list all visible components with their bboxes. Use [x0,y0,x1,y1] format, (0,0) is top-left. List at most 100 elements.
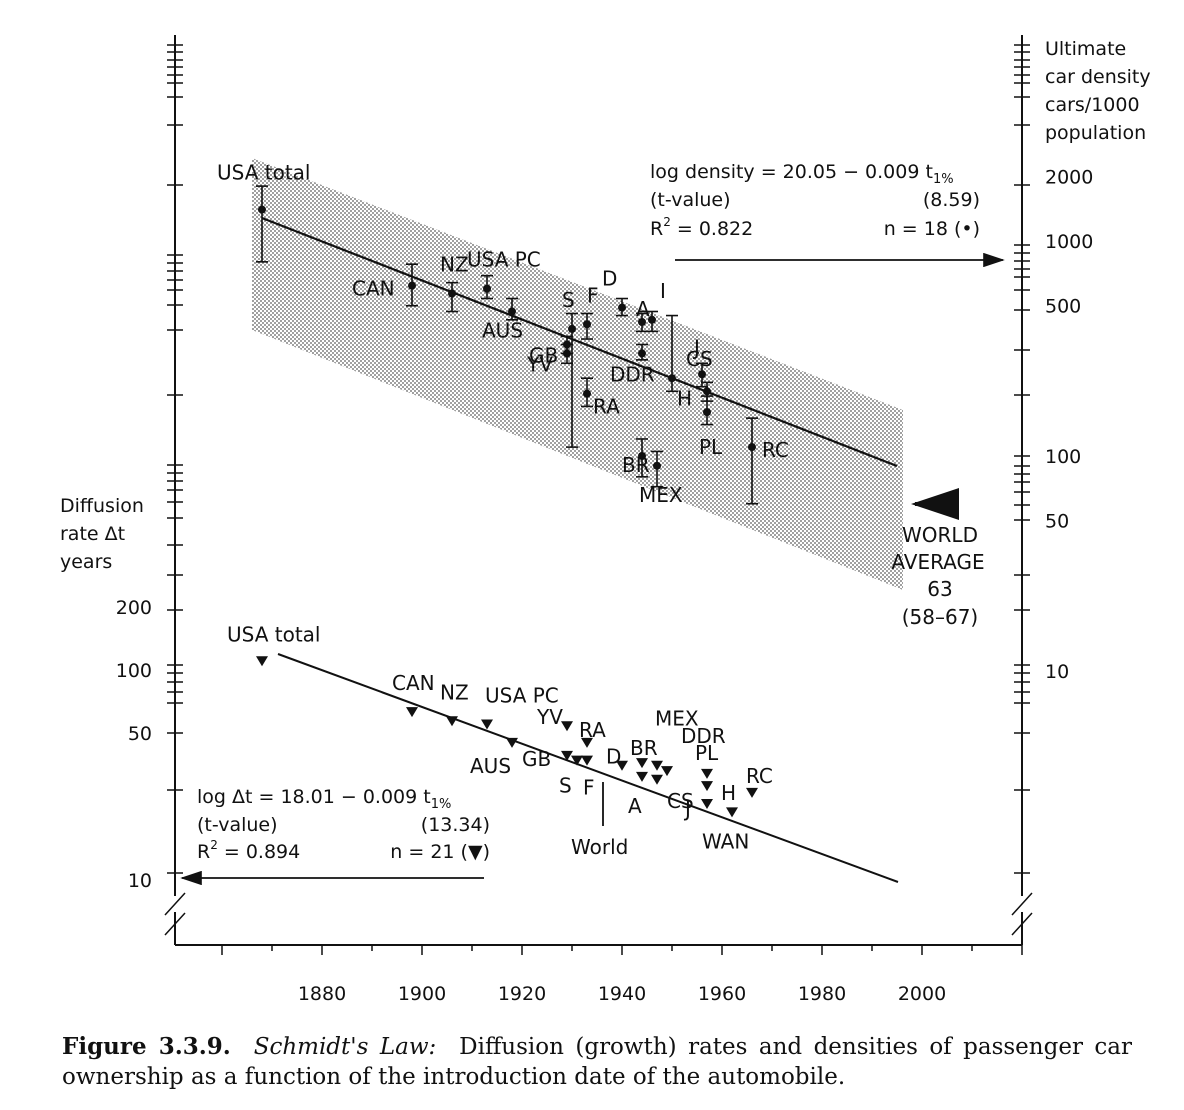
diffusion-point-label: F [583,776,595,800]
schmidts-law-chart: 200 100 50 10 2000 1000 500 100 50 10 1880 1900 19… [60,35,1151,1005]
density-point-label: USA PC [467,248,541,272]
x-axis-tick-label: 1960 [698,983,746,1005]
diffusion-point-label: D [606,745,621,769]
density-point [448,289,456,298]
diffusion-point-label: CAN [392,671,435,695]
right-axis-title-1: Ultimate [1045,38,1126,60]
world-average-line-3: 63 [927,577,952,601]
density-point-label: DDR [610,362,655,386]
density-point-label: RC [762,438,789,462]
left-axis-title-1: Diffusion [60,495,144,517]
density-band [252,158,903,590]
diffusion-point [581,737,593,748]
diffusion-n: n = 21 (▼) [390,841,490,863]
diffusion-point [481,719,493,730]
density-point [638,318,646,327]
right-axis-tick-label: 10 [1045,661,1069,683]
density-point-label: F [587,283,599,307]
density-point [698,370,706,379]
diffusion-point [406,707,418,718]
diffusion-point-label: AUS [470,754,511,778]
figure-number: Figure 3.3.9. [62,1033,231,1060]
x-axis-tick-label: 2000 [898,983,946,1005]
diffusion-point-label: MEX [655,707,699,731]
density-point [618,303,626,312]
x-axis-ticks: 1880 1900 1920 1940 1960 1980 2000 [221,945,1023,1005]
diffusion-point [256,656,268,667]
density-point-label: H [677,386,692,410]
right-axis-title-2: car density [1045,66,1151,88]
diffusion-point [561,750,573,761]
density-point [568,324,576,333]
x-axis-tick-label: 1980 [798,983,846,1005]
density-point [408,281,416,290]
diffusion-point-label: USA PC [485,684,559,708]
density-point [563,349,571,358]
density-equation: log density = 20.05 − 0.009 t1% [650,161,954,187]
diffusion-point [651,774,663,785]
diffusion-tvalue-label: (t-value) [197,814,278,836]
density-point-label: A [636,297,650,321]
density-point-label: PL [699,435,723,459]
density-point [653,461,661,470]
diffusion-point-label: WAN [702,829,749,853]
x-axis-tick-label: 1940 [598,983,646,1005]
diffusion-point-label: A [628,794,642,818]
right-axis-title-4: population [1045,122,1146,144]
left-axis-tick-label: 10 [128,870,152,892]
density-point [638,349,646,358]
diffusion-point [661,766,673,777]
diffusion-point-label: YV [536,705,563,729]
diffusion-point [726,807,738,818]
diffusion-point-label: CS [667,789,694,813]
density-point [483,284,491,293]
right-axis-tick-label: 50 [1045,511,1069,533]
density-r2: R2 = 0.822 [650,215,753,240]
density-point [258,205,266,214]
left-axis-tick-label: 200 [116,597,152,619]
density-point-label: YV [526,352,553,376]
x-axis-tick-label: 1900 [398,983,446,1005]
diffusion-point [636,758,648,769]
diffusion-points: USA total CAN NZ USA PC AUS YV RA GB S FD BR MEXDDR… [227,622,773,853]
diffusion-point-label: S [559,774,572,798]
diffusion-point [746,787,758,798]
diffusion-point [561,721,573,732]
diffusion-equation: log Δt = 18.01 − 0.009 t1% [197,786,451,812]
world-average-line-4: (58–67) [902,605,979,629]
diffusion-point [616,760,628,771]
density-point-label: GB [529,344,558,368]
axis-break-right [1011,892,1033,936]
density-point [703,408,711,417]
diffusion-point-label: BR [630,736,658,760]
diffusion-point-label: PL [695,741,719,765]
diffusion-point-label: RC [746,764,773,788]
diffusion-tvalue: (13.34) [421,814,490,836]
density-point [638,452,646,460]
diffusion-point [571,755,583,766]
density-point-label: S [562,288,575,312]
left-axis-ticks: 200 100 50 10 [116,44,183,892]
density-point [583,389,591,398]
density-point-label: RA [593,395,620,419]
density-point-label: USA total [217,161,310,185]
world-average-line-1: WORLD [902,523,978,547]
density-n: n = 18 (•) [884,218,980,240]
axis-break-left [164,892,186,936]
left-axis-title-3: years [60,551,112,573]
x-axis-tick-label: 1880 [298,983,346,1005]
density-tvalue-label: (t-value) [650,189,731,211]
right-axis-title-3: cars/1000 [1045,94,1140,116]
world-average-line-2: AVERAGE [891,550,984,574]
diffusion-point-label: H [721,781,736,805]
diffusion-point [701,768,713,779]
density-point [703,387,711,396]
density-point [648,315,656,324]
diffusion-point [636,771,648,782]
diffusion-r2: R2 = 0.894 [197,838,300,863]
density-point [583,320,591,329]
right-axis-tick-label: 1000 [1045,231,1093,253]
diffusion-point [446,716,458,727]
diffusion-point [651,760,663,771]
